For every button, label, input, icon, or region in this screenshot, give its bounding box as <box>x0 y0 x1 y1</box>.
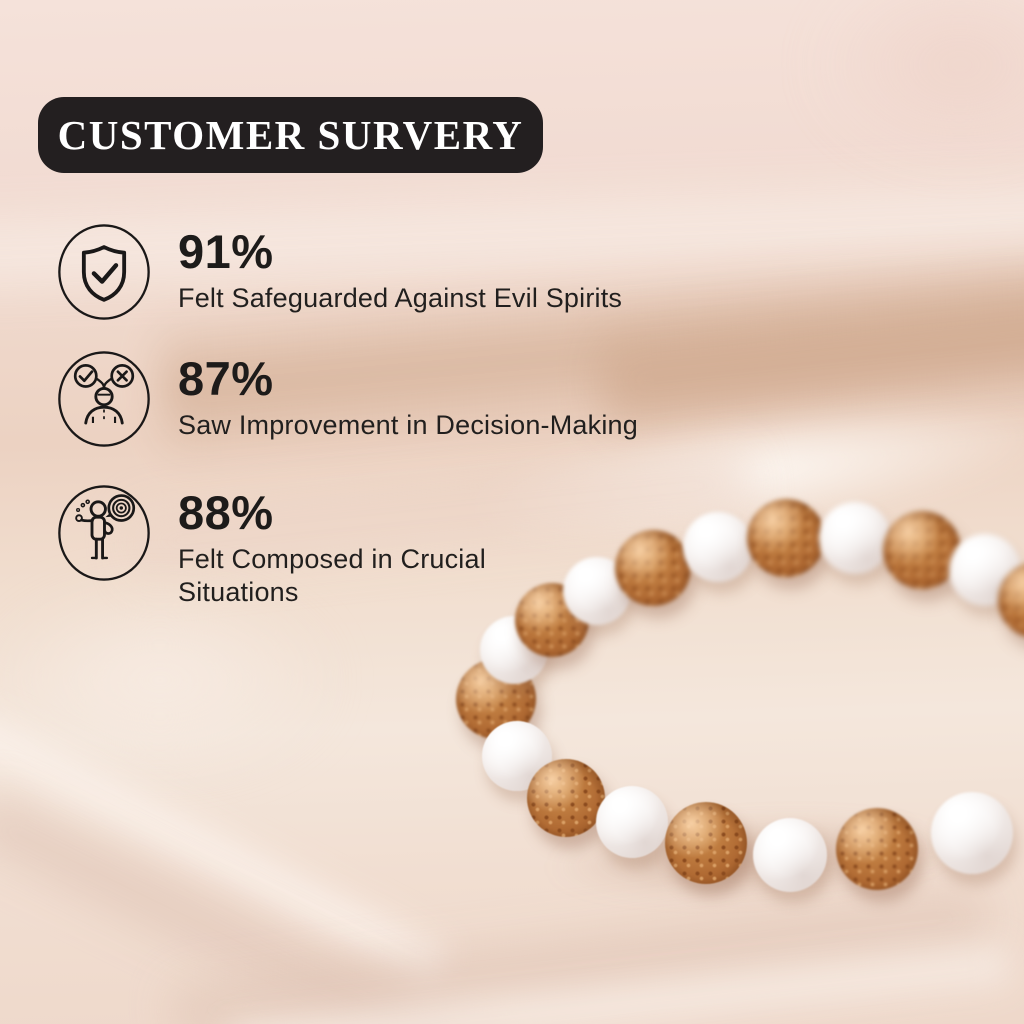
stat-row-safeguarded: 91% Felt Safeguarded Against Evil Spirit… <box>56 222 622 322</box>
stat-percent: 87% <box>178 352 274 405</box>
rudraksha-bead <box>665 802 747 884</box>
stat-text: 87% Saw Improvement in Decision-Making <box>178 349 638 442</box>
fabric-fold <box>229 934 1011 1024</box>
quartz-bead <box>563 557 631 625</box>
quartz-bead <box>931 792 1013 874</box>
quartz-bead <box>819 502 891 574</box>
quartz-bead <box>683 512 753 582</box>
stat-description: Felt Composed in Crucial Situations <box>178 544 486 607</box>
fabric-fold <box>167 872 993 1024</box>
quartz-bead <box>753 818 827 892</box>
rudraksha-bead <box>615 530 691 606</box>
stat-text: 88% Felt Composed in Crucial Situations <box>178 483 553 609</box>
stat-percent: 91% <box>178 225 274 278</box>
fabric-fold <box>0 693 457 1001</box>
quartz-bead <box>480 616 548 684</box>
stat-row-decision-making: 87% Saw Improvement in Decision-Making <box>56 349 638 449</box>
rudraksha-bead <box>456 659 536 739</box>
rudraksha-bead <box>836 808 918 890</box>
composed-person-icon <box>56 483 152 583</box>
fabric-fold <box>750 0 1024 200</box>
banner-title: CUSTOMER SURVERY <box>57 112 524 158</box>
rudraksha-bead <box>998 562 1024 638</box>
stat-description: Felt Safeguarded Against Evil Spirits <box>178 283 623 313</box>
stat-description: Saw Improvement in Decision-Making <box>178 410 638 440</box>
banner: CUSTOMER SURVERY <box>38 97 543 173</box>
quartz-bead <box>482 721 552 791</box>
rudraksha-bead <box>527 759 605 837</box>
rudraksha-bead <box>747 499 825 577</box>
quartz-bead <box>949 534 1021 606</box>
quartz-bead <box>596 786 668 858</box>
stat-row-composed: 88% Felt Composed in Crucial Situations <box>56 483 553 609</box>
stat-text: 91% Felt Safeguarded Against Evil Spirit… <box>178 222 622 315</box>
stat-percent: 88% <box>178 486 274 539</box>
fabric-fold <box>594 264 1024 450</box>
decision-making-icon <box>56 349 152 449</box>
fabric-fold <box>0 772 522 1024</box>
rudraksha-bead <box>883 511 961 589</box>
shield-check-icon <box>56 222 152 322</box>
